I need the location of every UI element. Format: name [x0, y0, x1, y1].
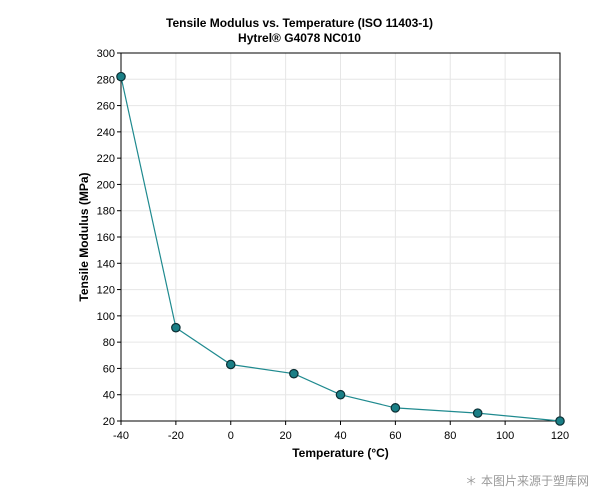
y-tick-label: 260: [97, 101, 115, 113]
x-tick-label: 120: [551, 430, 569, 442]
y-tick-label: 240: [97, 127, 115, 139]
grid-layer: [121, 53, 560, 421]
x-tick-label: 0: [228, 430, 234, 442]
data-point: [555, 416, 565, 426]
y-tick-label: 220: [97, 153, 115, 165]
series-layer: [116, 71, 565, 426]
chart-title: Tensile Modulus vs. Temperature (ISO 114…: [166, 16, 433, 30]
data-point: [116, 71, 126, 82]
data-point: [472, 408, 483, 418]
x-tick-label: 20: [280, 430, 292, 442]
x-tick-label: -40: [113, 430, 129, 442]
y-tick-label: 160: [97, 232, 115, 244]
y-tick-label: 60: [103, 363, 115, 375]
data-point: [390, 403, 401, 413]
y-tick-label: 20: [103, 416, 115, 428]
y-tick-label: 200: [97, 179, 115, 191]
watermark: ＊ 本图片来源于塑库网: [465, 472, 589, 489]
y-tick-label: 180: [97, 206, 115, 218]
y-tick-label: 300: [97, 48, 115, 60]
asterisk-icon: ＊: [465, 474, 481, 488]
x-tick-label: 80: [444, 430, 456, 442]
y-axis-title: Tensile Modulus (MPa): [77, 172, 91, 301]
y-axis-ticks: 20 40 60 80 100 120 140 160 180 200 220 240 260 280 30…: [97, 48, 121, 428]
y-tick-label: 280: [97, 74, 115, 86]
y-tick-label: 40: [103, 390, 115, 402]
x-tick-label: 100: [496, 430, 514, 442]
y-tick-label: 140: [97, 258, 115, 270]
x-tick-label: 60: [389, 430, 401, 442]
data-point: [289, 368, 299, 379]
data-point: [225, 359, 236, 370]
data-point: [171, 322, 181, 333]
series-line: [120, 76, 561, 422]
x-axis-title: Temperature (°C): [292, 446, 389, 460]
chart-subtitle: Hytrel® G4078 NC010: [238, 31, 361, 45]
y-tick-label: 80: [103, 337, 115, 349]
data-point: [335, 389, 346, 400]
y-tick-label: 120: [97, 285, 115, 297]
x-tick-label: -20: [168, 430, 184, 442]
y-tick-label: 100: [97, 311, 115, 323]
watermark-text: 本图片来源于塑库网: [480, 474, 589, 488]
x-axis-ticks: -40 -20 0 20 40 60 80 100 120: [113, 421, 569, 442]
chart-title-block: Tensile Modulus vs. Temperature (ISO 114…: [0, 16, 599, 46]
x-tick-label: 40: [334, 430, 346, 442]
